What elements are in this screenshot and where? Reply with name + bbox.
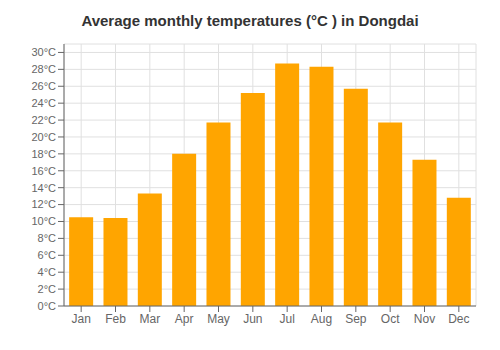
svg-text:8°C: 8°C bbox=[38, 232, 57, 244]
svg-text:12°C: 12°C bbox=[31, 198, 56, 210]
svg-text:Sep: Sep bbox=[345, 312, 367, 326]
svg-text:14°C: 14°C bbox=[31, 182, 56, 194]
svg-text:0°C: 0°C bbox=[38, 300, 57, 312]
svg-text:22°C: 22°C bbox=[31, 114, 56, 126]
svg-text:Mar: Mar bbox=[139, 312, 160, 326]
svg-text:Dec: Dec bbox=[448, 312, 469, 326]
svg-text:18°C: 18°C bbox=[31, 148, 56, 160]
svg-text:Jun: Jun bbox=[243, 312, 262, 326]
svg-text:Nov: Nov bbox=[414, 312, 435, 326]
svg-text:6°C: 6°C bbox=[38, 249, 57, 261]
svg-text:Oct: Oct bbox=[381, 312, 400, 326]
svg-text:24°C: 24°C bbox=[31, 97, 56, 109]
svg-text:Apr: Apr bbox=[175, 312, 194, 326]
svg-text:4°C: 4°C bbox=[38, 266, 57, 278]
svg-text:Aug: Aug bbox=[311, 312, 332, 326]
svg-text:28°C: 28°C bbox=[31, 63, 56, 75]
svg-text:Jul: Jul bbox=[279, 312, 294, 326]
svg-text:26°C: 26°C bbox=[31, 80, 56, 92]
svg-text:Feb: Feb bbox=[105, 312, 126, 326]
svg-text:16°C: 16°C bbox=[31, 165, 56, 177]
svg-text:10°C: 10°C bbox=[31, 215, 56, 227]
svg-text:Jan: Jan bbox=[71, 312, 90, 326]
svg-text:30°C: 30°C bbox=[31, 46, 56, 58]
svg-text:20°C: 20°C bbox=[31, 131, 56, 143]
html-text:Average monthly temperatures (: Average monthly temperatures (°C ) in Do… bbox=[81, 12, 419, 29]
svg-text:2°C: 2°C bbox=[38, 283, 57, 295]
svg-text:May: May bbox=[207, 312, 230, 326]
